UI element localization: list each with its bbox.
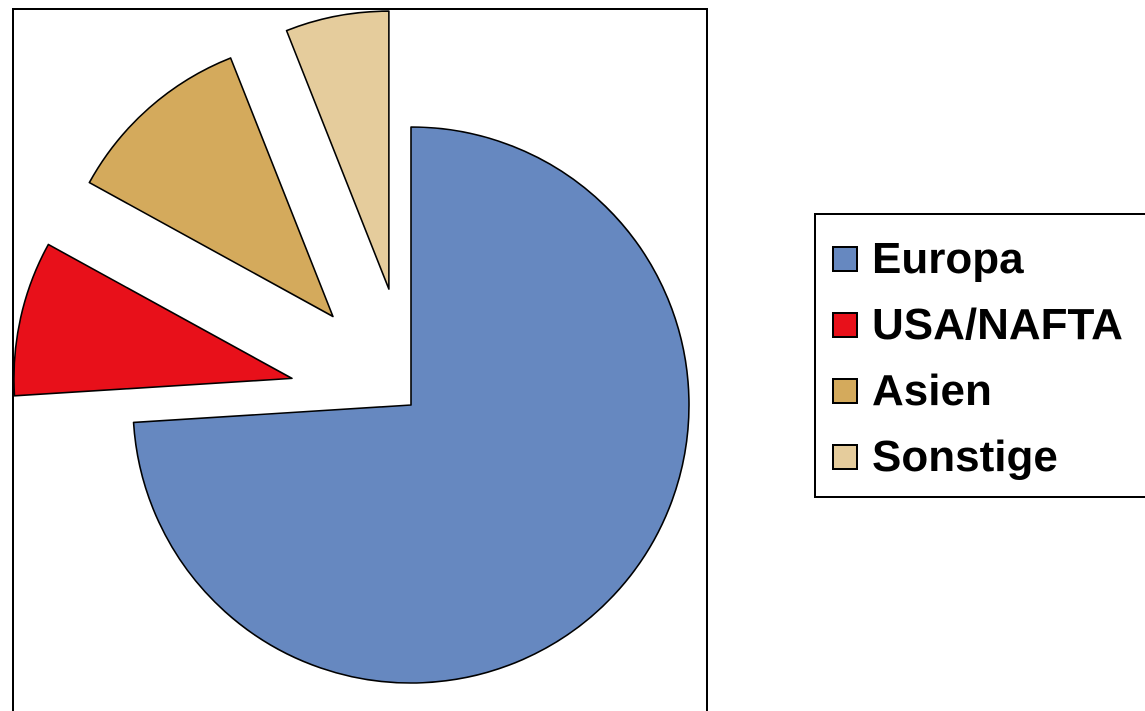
pie-slice-asien xyxy=(88,57,334,318)
legend-item-sonstige: Sonstige xyxy=(832,429,1058,485)
pie-slice-europa xyxy=(132,126,690,684)
legend-swatch-usa-nafta xyxy=(832,312,858,338)
pie-slice-sonstige xyxy=(285,10,390,290)
legend-label-usa-nafta: USA/NAFTA xyxy=(872,300,1123,349)
legend-item-asien: Asien xyxy=(832,363,992,419)
legend-swatch-europa xyxy=(832,246,858,272)
pie-slices xyxy=(13,10,690,684)
legend-label-asien: Asien xyxy=(872,366,992,415)
legend: Europa USA/NAFTA Asien Sonstige xyxy=(814,213,1145,498)
legend-swatch-sonstige xyxy=(832,444,858,470)
legend-item-usa-nafta: USA/NAFTA xyxy=(832,297,1123,353)
legend-item-europa: Europa xyxy=(832,231,1024,287)
legend-label-europa: Europa xyxy=(872,234,1024,283)
legend-label-sonstige: Sonstige xyxy=(872,432,1058,481)
legend-swatch-asien xyxy=(832,378,858,404)
plot-area xyxy=(12,8,708,711)
pie-slice-usa-nafta xyxy=(13,243,293,397)
